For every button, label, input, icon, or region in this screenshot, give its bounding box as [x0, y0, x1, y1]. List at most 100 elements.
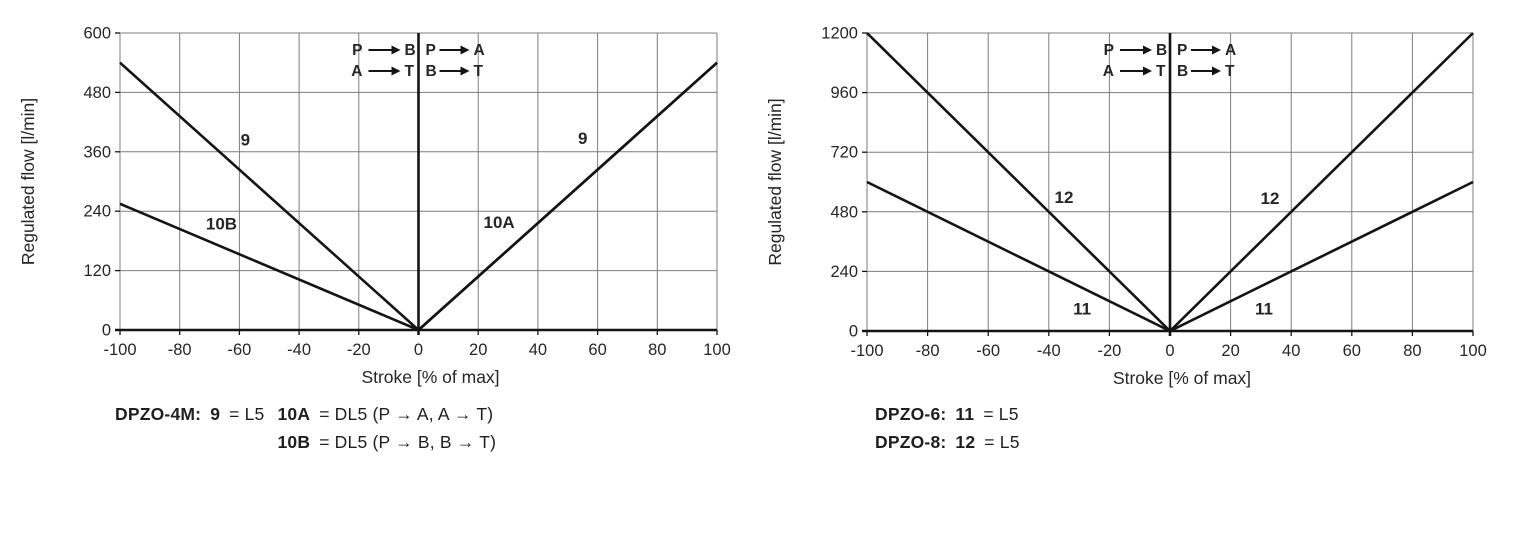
- y-tick-label: 120: [83, 262, 111, 280]
- caption-text: 11: [955, 404, 975, 424]
- x-tick-label: -60: [227, 341, 251, 359]
- y-tick-label: 720: [830, 144, 858, 162]
- flow-chart-dpzo-4m: 9 10B 10A 9 0 120 240 360 480 600 -100 -80 -60 -40 -20…: [0, 0, 760, 549]
- y-tick-label: 0: [849, 323, 858, 341]
- y-tick-label: 0: [102, 322, 111, 340]
- x-tick-label: 0: [414, 341, 423, 359]
- legend-letter: T: [474, 63, 484, 80]
- curve-11: [866, 180, 1474, 333]
- curve-label-9: 9: [241, 130, 250, 149]
- legend-letter: B: [1156, 42, 1167, 59]
- x-tick-label: 60: [588, 341, 606, 359]
- y-tick-label: 240: [83, 203, 111, 221]
- y-axis-title: Regulated flow [l/min]: [18, 98, 38, 265]
- x-tick-label: -40: [1037, 342, 1061, 360]
- legend-letter: A: [474, 42, 485, 59]
- legend-letter: A: [1225, 42, 1236, 59]
- caption-row: DPZO-8: 12 = L5: [875, 432, 1020, 453]
- legend-letter: P: [352, 42, 362, 59]
- legend-letter: T: [405, 63, 415, 80]
- curve-label-12: 12: [1261, 189, 1280, 208]
- caption-row: DPZO-4M: 9 = L5: [115, 404, 264, 453]
- caption-row: 10B = DL5 (P → B, B → T): [277, 432, 496, 453]
- caption-column: 10A = DL5 (P → A, A → T) 10B = DL5 (P → B, …: [277, 404, 496, 453]
- legend-arrowhead-icon: [391, 45, 401, 55]
- x-axis-title: Stroke [% of max]: [361, 367, 499, 387]
- legend-letter: P: [1104, 42, 1114, 59]
- legend-arrowhead-icon: [460, 45, 470, 55]
- y-tick-label: 480: [83, 84, 111, 102]
- legend-letter: B: [426, 63, 437, 80]
- legend-letter: A: [1103, 63, 1114, 80]
- legend-letter: P: [426, 42, 436, 59]
- caption-text: = DL5 (P → A, A → T): [319, 404, 494, 424]
- x-tick-label: -80: [168, 341, 192, 359]
- flow-chart-dpzo-6-8: 12 11 12 11 0 240 480 720 960 1200 -100 -80 -60 -40 -2…: [747, 0, 1535, 549]
- curve-label-10A: 10A: [484, 213, 515, 232]
- x-tick-label: 40: [529, 341, 547, 359]
- x-tick-label: -20: [347, 341, 371, 359]
- caption-text: DPZO-4M:: [115, 404, 202, 424]
- legend-arrowhead-icon: [1212, 45, 1221, 55]
- curve-label-12: 12: [1054, 188, 1073, 207]
- caption-text: 12: [955, 432, 976, 452]
- x-tick-label: -20: [1097, 342, 1121, 360]
- y-tick-label: 960: [830, 84, 858, 102]
- x-tick-label: -100: [850, 342, 883, 360]
- x-axis-title: Stroke [% of max]: [1113, 368, 1251, 388]
- y-axis-title: Regulated flow [l/min]: [765, 98, 785, 265]
- chart-caption: DPZO-6: 11 = L5 DPZO-8: 12 = L5: [875, 404, 1020, 453]
- caption-text: DPZO-8:: [875, 432, 947, 452]
- caption-text: 10A: [277, 404, 311, 424]
- x-tick-label: 100: [1459, 342, 1487, 360]
- y-tick-label: 600: [83, 25, 111, 43]
- chart-caption: DPZO-4M: 9 = L5 10A = DL5 (P → A, A → T) 10B =…: [115, 404, 496, 453]
- caption-text: = L5: [229, 404, 265, 424]
- y-tick-label: 480: [830, 203, 858, 221]
- curve-label-10B: 10B: [206, 215, 237, 234]
- x-tick-label: -100: [103, 341, 136, 359]
- curve-label-11: 11: [1255, 300, 1273, 319]
- curve-10A: [417, 61, 718, 331]
- x-tick-label: -60: [976, 342, 1000, 360]
- curve-label-9: 9: [578, 129, 587, 148]
- x-tick-label: 20: [469, 341, 487, 359]
- x-tick-label: -40: [287, 341, 311, 359]
- caption-text: DPZO-6:: [875, 404, 947, 424]
- x-tick-label: 20: [1221, 342, 1239, 360]
- legend-letter: B: [405, 42, 416, 59]
- y-tick-label: 1200: [821, 25, 858, 43]
- legend-letter: A: [351, 63, 362, 80]
- x-tick-label: 80: [1403, 342, 1421, 360]
- caption-text: 10B: [277, 432, 311, 452]
- y-tick-label: 240: [830, 263, 858, 281]
- legend-arrowhead-icon: [391, 66, 401, 76]
- caption-text: = L5: [983, 404, 1019, 424]
- legend-arrowhead-icon: [1212, 66, 1221, 76]
- legend-arrowhead-icon: [1143, 45, 1152, 55]
- legend-letter: P: [1177, 42, 1187, 59]
- plot-canvas: 12 11 12 11 0 240 480 720 960 1200 -100 -80 -60 -40 -2…: [765, 25, 1487, 389]
- legend-letter: T: [1156, 63, 1166, 80]
- caption-column: DPZO-6: 11 = L5 DPZO-8: 12 = L5: [875, 404, 1020, 453]
- x-tick-label: 0: [1165, 342, 1174, 360]
- caption-text: = L5: [984, 432, 1020, 452]
- legend-letter: T: [1225, 63, 1235, 80]
- x-tick-label: -80: [916, 342, 940, 360]
- x-tick-label: 60: [1343, 342, 1361, 360]
- caption-text: = DL5 (P → B, B → T): [319, 432, 497, 452]
- legend-letter: B: [1177, 63, 1188, 80]
- x-tick-label: 80: [648, 341, 666, 359]
- curve-10B: [119, 202, 420, 332]
- x-tick-label: 100: [703, 341, 731, 359]
- caption-row: 10A = DL5 (P → A, A → T): [277, 404, 496, 425]
- legend-arrowhead-icon: [1143, 66, 1152, 76]
- caption-row: DPZO-6: 11 = L5: [875, 404, 1020, 425]
- y-tick-label: 360: [83, 143, 111, 161]
- caption-text: 9: [210, 404, 221, 424]
- curve-label-11: 11: [1073, 300, 1091, 319]
- x-tick-label: 40: [1282, 342, 1300, 360]
- legend-arrowhead-icon: [460, 66, 470, 76]
